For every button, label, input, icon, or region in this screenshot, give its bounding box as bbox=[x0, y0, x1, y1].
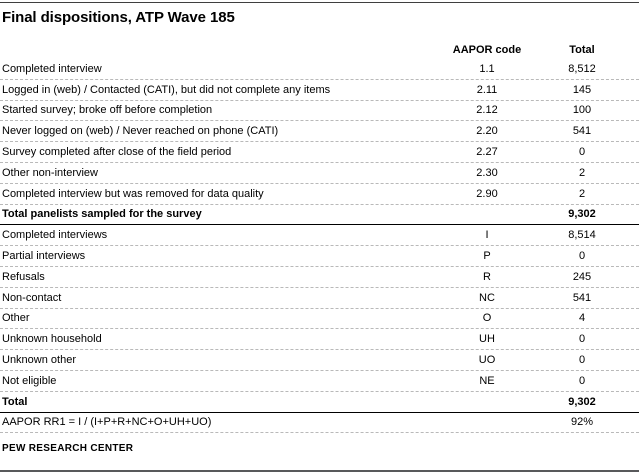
row-label: Completed interview but was removed for … bbox=[2, 187, 264, 200]
table-row: Other non-interview 2.30 2 bbox=[0, 163, 639, 184]
source-attribution: PEW RESEARCH CENTER bbox=[2, 443, 134, 455]
row-total: 2 bbox=[578, 187, 586, 200]
row-label: Never logged on (web) / Never reached on… bbox=[2, 125, 279, 138]
row-total: 9,302 bbox=[568, 395, 596, 408]
row-label: Other bbox=[2, 312, 30, 325]
top-frame-rule bbox=[0, 2, 639, 3]
row-label: Survey completed after close of the fiel… bbox=[2, 146, 232, 159]
table-body: Completed interview 1.1 8,512 Logged in (we… bbox=[0, 59, 639, 434]
row-aapor-code: UH bbox=[479, 333, 495, 346]
row-label: Completed interviews bbox=[2, 229, 108, 242]
row-aapor-code: 2.30 bbox=[476, 166, 498, 179]
table-row: Refusals R 245 bbox=[0, 267, 639, 288]
table-row: Not eligible NE 0 bbox=[0, 371, 639, 392]
row-aapor-code: 2.11 bbox=[476, 83, 498, 96]
header-aapor-code: AAPOR code bbox=[452, 44, 522, 56]
row-aapor-code: 1.1 bbox=[479, 62, 495, 75]
row-total: 100 bbox=[572, 104, 592, 117]
table-row: Survey completed after close of the fiel… bbox=[0, 142, 639, 163]
row-label: Logged in (web) / Contacted (CATI), but … bbox=[2, 83, 331, 96]
row-total: 245 bbox=[572, 270, 592, 283]
row-label: Refusals bbox=[2, 270, 45, 283]
header-total: Total bbox=[569, 44, 595, 56]
row-total: 145 bbox=[572, 83, 592, 96]
row-label: Completed interview bbox=[2, 62, 102, 75]
table-row: Started survey; broke off before complet… bbox=[0, 101, 639, 122]
row-label: Unknown other bbox=[2, 354, 76, 367]
row-total: 2 bbox=[578, 166, 586, 179]
row-label: Other non-interview bbox=[2, 166, 98, 179]
row-aapor-code: NC bbox=[479, 291, 495, 304]
row-aapor-code: NE bbox=[479, 374, 495, 387]
row-label: Total panelists sampled for the survey bbox=[2, 208, 202, 221]
row-label: Not eligible bbox=[2, 374, 57, 387]
table-row: Completed interview 1.1 8,512 bbox=[0, 59, 639, 80]
row-label: Started survey; broke off before complet… bbox=[2, 104, 213, 117]
page-title: Final dispositions, ATP Wave 185 bbox=[2, 9, 235, 26]
table-header-row: AAPOR code Total bbox=[0, 26, 639, 59]
row-total: 541 bbox=[572, 125, 592, 138]
row-aapor-code: 2.27 bbox=[476, 146, 498, 159]
table-row: Completed interview but was removed for … bbox=[0, 184, 639, 205]
table-row: Unknown other UO 0 bbox=[0, 350, 639, 371]
row-total: 92% bbox=[570, 416, 594, 429]
row-label: Unknown household bbox=[2, 333, 102, 346]
row-aapor-code: O bbox=[482, 312, 492, 325]
table-row: Never logged on (web) / Never reached on… bbox=[0, 121, 639, 143]
row-total: 0 bbox=[578, 333, 586, 346]
table-row: Total 9,302 bbox=[0, 392, 639, 413]
row-aapor-code: UO bbox=[478, 354, 496, 367]
table-row: AAPOR RR1 = I / (I+P+R+NC+O+UH+UO) 92% bbox=[0, 413, 639, 434]
table-row: Non-contact NC 541 bbox=[0, 288, 639, 309]
row-aapor-code: I bbox=[485, 229, 489, 242]
row-total: 4 bbox=[578, 312, 586, 325]
table-row: Completed interviews I 8,514 bbox=[0, 225, 639, 247]
row-label: Total bbox=[2, 395, 28, 408]
table-row: Logged in (web) / Contacted (CATI), but … bbox=[0, 80, 639, 101]
row-total: 9,302 bbox=[568, 208, 596, 221]
row-total: 0 bbox=[578, 250, 586, 263]
table-row: Unknown household UH 0 bbox=[0, 329, 639, 351]
row-aapor-code: P bbox=[483, 250, 491, 263]
table-row: Total panelists sampled for the survey 9,… bbox=[0, 205, 639, 226]
bottom-frame-rule bbox=[0, 470, 639, 472]
table-row: Other O 4 bbox=[0, 309, 639, 330]
row-label: AAPOR RR1 = I / (I+P+R+NC+O+UH+UO) bbox=[2, 416, 212, 429]
row-aapor-code: 2.12 bbox=[476, 104, 498, 117]
row-aapor-code: 2.20 bbox=[476, 125, 498, 138]
row-total: 0 bbox=[578, 354, 586, 367]
row-aapor-code: 2.90 bbox=[476, 187, 498, 200]
row-total: 0 bbox=[578, 374, 586, 387]
row-total: 541 bbox=[572, 291, 592, 304]
row-total: 8,514 bbox=[568, 229, 596, 242]
table-row: Partial interviews P 0 bbox=[0, 246, 639, 267]
row-total: 8,512 bbox=[568, 62, 596, 75]
row-label: Non-contact bbox=[2, 291, 62, 304]
row-label: Partial interviews bbox=[2, 250, 86, 263]
row-aapor-code: R bbox=[483, 270, 491, 283]
row-total: 0 bbox=[578, 146, 586, 159]
